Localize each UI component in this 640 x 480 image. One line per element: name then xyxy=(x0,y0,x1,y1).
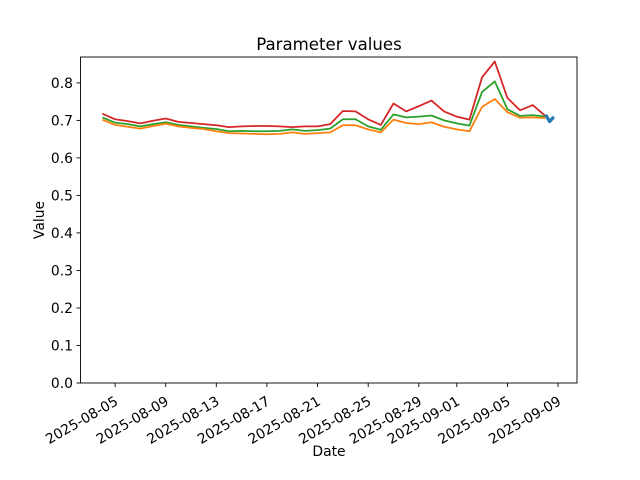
y-tick-label: 0.2 xyxy=(51,301,73,317)
y-axis-label: Value xyxy=(32,201,48,239)
y-tick-label: 0.4 xyxy=(51,226,73,242)
y-tick-label: 0.5 xyxy=(51,188,73,204)
x-axis-label: Date xyxy=(312,444,345,460)
y-tick-label: 0.0 xyxy=(51,376,73,392)
data-green-line xyxy=(102,80,546,133)
y-tick-label: 0.3 xyxy=(51,263,73,279)
data-orange-line xyxy=(102,98,546,136)
y-tick-label: 0.1 xyxy=(51,338,73,354)
data-red-line xyxy=(102,60,546,129)
chart-title: Parameter values xyxy=(256,35,402,54)
data-blue-end-marker xyxy=(544,114,555,124)
y-tick-label: 0.7 xyxy=(51,113,73,129)
chart-content: 0.00.10.20.30.40.50.60.70.82025-08-05202… xyxy=(43,60,564,448)
plot-area-frame xyxy=(80,56,578,384)
y-tick-label: 0.8 xyxy=(51,76,73,92)
y-tick-label: 0.6 xyxy=(51,151,73,167)
